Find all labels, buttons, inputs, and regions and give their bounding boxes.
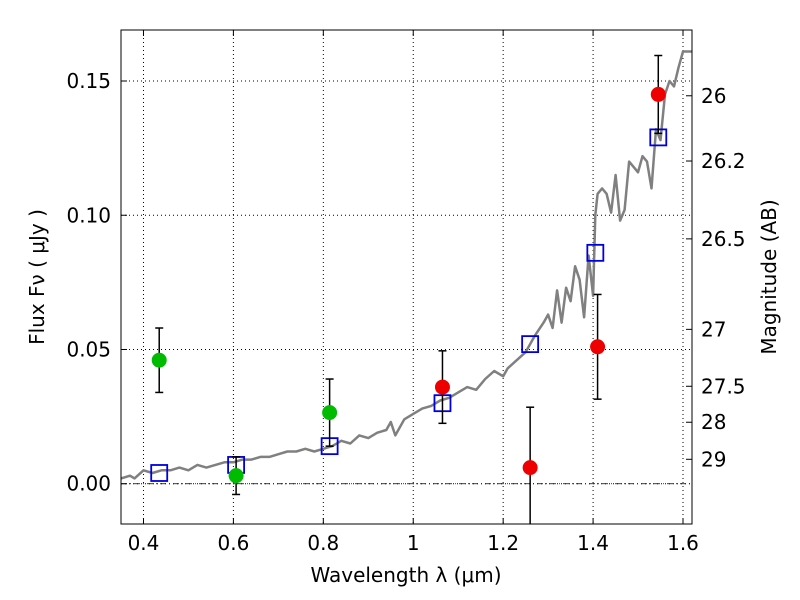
x-tick-label: 0.8 [307,531,339,555]
observed-flux-point [322,405,338,421]
y-tick-label: 0.15 [66,69,111,93]
model-photometry-square [586,243,605,262]
observed-flux-point [522,460,538,476]
y-axis-label: Flux Fν ( μJy ) [25,209,49,345]
x-tick-label: 1.6 [667,531,699,555]
y2-tick-label: 26.5 [701,227,746,251]
x-axis-ticks: 0.4 0.6 0.8 1 1.2 1.4 1.6 [128,30,699,555]
observed-flux-point [228,468,244,484]
y-tick-label: 0.10 [66,203,111,227]
grid-lines [121,30,692,524]
y2-tick-label: 26 [701,84,726,108]
x-tick-label: 1 [407,531,420,555]
observed-flux-point [434,379,450,395]
model-photometry-square [150,464,169,482]
observed-flux-point [590,339,606,355]
secondary-y-axis-ticks: 26 26.2 26.5 27 27.5 28 29 [686,84,746,471]
x-tick-label: 0.4 [128,531,160,555]
observed-flux-point [151,352,167,368]
y2-tick-label: 27.5 [701,374,746,398]
template-spectrum-line [121,50,692,480]
observed-flux-point [650,86,666,102]
plot-area [121,50,692,524]
y-tick-label: 0.00 [66,472,111,496]
x-tick-label: 1.4 [577,531,609,555]
model-photometry-square [521,335,540,354]
y-tick-label: 0.05 [66,337,111,361]
y2-tick-label: 28 [701,410,726,434]
x-axis-label: Wavelength λ (μm) [310,563,501,587]
axes-frame [120,29,693,525]
y2-tick-label: 29 [701,447,726,471]
x-tick-label: 0.6 [217,531,249,555]
y2-tick-label: 26.2 [701,149,746,173]
y2-tick-label: 27 [701,317,726,341]
y-axis-ticks: 0.00 0.05 0.10 0.15 [66,69,127,496]
secondary-y-axis-label: Magnitude (AB) [757,199,781,354]
x-tick-label: 1.2 [487,531,519,555]
